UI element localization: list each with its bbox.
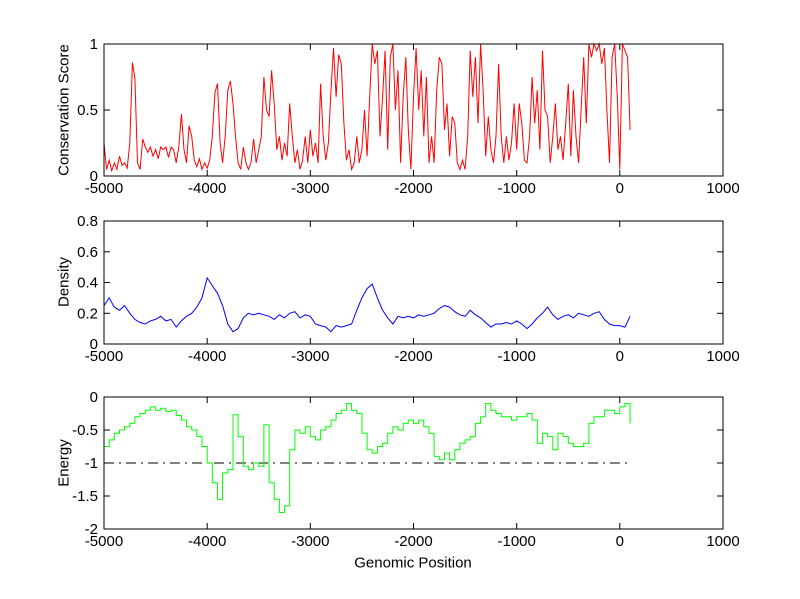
x-tick-label: -3000 — [291, 180, 329, 197]
x-tick-label: -2000 — [394, 348, 432, 365]
x-tick-label: 0 — [616, 533, 624, 550]
y-tick-label: 0.4 — [77, 275, 98, 292]
x-tick-label: -2000 — [394, 533, 432, 550]
x-tick-label: -1000 — [498, 180, 536, 197]
y-tick-label: 1 — [90, 36, 98, 53]
x-tick-label: 0 — [616, 348, 624, 365]
x-tick-label: -3000 — [291, 348, 329, 365]
y-tick-label: 0.6 — [77, 244, 98, 261]
x-tick-label: -4000 — [188, 348, 226, 365]
x-tick-label: 1000 — [706, 348, 739, 365]
y-tick-label: 0 — [90, 168, 98, 185]
ylabel-energy: Energy — [55, 439, 73, 487]
x-tick-label: -1000 — [498, 533, 536, 550]
y-tick-label: -1.5 — [72, 488, 98, 505]
y-tick-label: 0 — [90, 389, 98, 406]
subplot-conservation: -5000 -4000 -3000 -2000 -1000 0 1000 0 0.5 1 — [77, 36, 740, 197]
x-tick-label: -4000 — [188, 180, 226, 197]
x-tick-label: -4000 — [188, 533, 226, 550]
density-line — [103, 276, 631, 333]
subplot-energy: -5000 -4000 -3000 -2000 -1000 0 1000 -2 -1.5 -1 -0… — [72, 389, 740, 550]
y-tick-label: -1 — [85, 455, 98, 472]
conservation-line — [103, 42, 631, 173]
y-tick-label: 0 — [90, 336, 98, 353]
xlabel-genomic-position: Genomic Position — [354, 554, 472, 572]
x-tick-label: 0 — [616, 180, 624, 197]
axes-box — [103, 220, 724, 345]
y-tick-label: -0.5 — [72, 422, 98, 439]
y-tick-label: 0.2 — [77, 305, 98, 322]
x-tick-label: -3000 — [291, 533, 329, 550]
x-tick-label: 1000 — [706, 533, 739, 550]
y-tick-label: 0.8 — [77, 213, 98, 230]
x-tick-label: -2000 — [394, 180, 432, 197]
x-tick-label: -1000 — [498, 348, 536, 365]
ylabel-density: Density — [55, 256, 73, 308]
y-tick-label: -2 — [85, 521, 98, 538]
energy-line — [104, 403, 631, 513]
x-tick-label: -5000 — [85, 180, 123, 197]
x-tick-label: 1000 — [706, 180, 739, 197]
subplot-density: -5000 -4000 -3000 -2000 -1000 0 1000 0 0.2 0.4 0.6… — [77, 213, 740, 365]
ylabel-conservation-score: Conservation Score — [55, 44, 73, 176]
x-tick-label: -5000 — [85, 533, 123, 550]
x-tick-label: -5000 — [85, 348, 123, 365]
y-tick-label: 0.5 — [77, 102, 98, 119]
